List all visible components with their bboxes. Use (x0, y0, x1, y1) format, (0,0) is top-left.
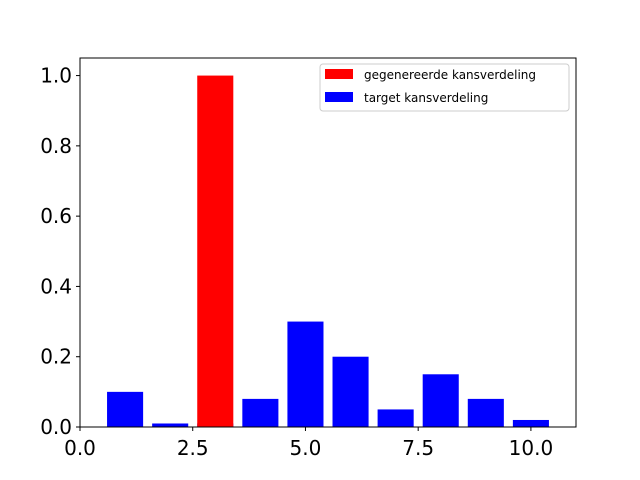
x-tick-label: 0.0 (64, 436, 96, 460)
bar-target-1 (107, 391, 144, 427)
bars (107, 75, 549, 427)
legend-label-generated: gegenereerde kansverdeling (364, 68, 536, 82)
legend-swatch-target (325, 92, 353, 102)
bar-target-9 (467, 398, 504, 427)
x-tick-label: 5.0 (290, 436, 322, 460)
y-tick-label: 0.6 (40, 204, 72, 228)
x-tick-label: 7.5 (402, 436, 434, 460)
legend: gegenereerde kansverdeling target kansve… (319, 63, 570, 112)
bar-target-6 (332, 356, 369, 427)
bar-target-7 (377, 409, 414, 427)
y-axis-ticks: 0.0 0.2 0.4 0.6 0.8 1.0 (40, 64, 80, 439)
axes (79, 57, 577, 428)
bar-target-4 (242, 398, 279, 427)
plot-frame (79, 57, 577, 428)
y-tick-label: 0.4 (40, 274, 72, 298)
y-tick-label: 0.2 (40, 345, 72, 369)
bar-target-8 (422, 374, 459, 427)
bar-target-10 (512, 419, 549, 427)
legend-label-target: target kansverdeling (364, 91, 488, 105)
plot-area-background (80, 58, 576, 427)
x-axis-ticks: 0.0 2.5 5.0 7.5 10.0 (64, 427, 553, 460)
legend-box (319, 63, 570, 112)
legend-swatch-generated (325, 69, 353, 79)
y-tick-label: 0.0 (40, 415, 72, 439)
y-tick-label: 1.0 (40, 64, 72, 88)
x-tick-label: 10.0 (509, 436, 554, 460)
bar-target-5 (287, 321, 324, 427)
y-tick-label: 0.8 (40, 134, 72, 158)
x-tick-label: 2.5 (177, 436, 209, 460)
bar-target-2 (152, 423, 189, 427)
bar-generated-3 (197, 75, 234, 427)
